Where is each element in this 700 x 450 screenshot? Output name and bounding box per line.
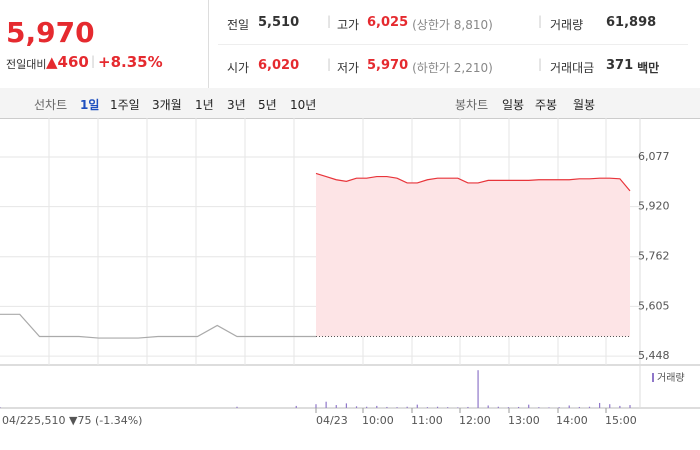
tab[interactable]: 월봉 xyxy=(573,98,596,112)
tab[interactable]: 3개월 xyxy=(152,98,182,112)
volume-bar xyxy=(0,407,1,408)
x-tick-label: 14:00 xyxy=(556,414,588,427)
volume-bar xyxy=(558,407,560,408)
volume-bar xyxy=(366,406,368,408)
x-tick-label: 04/23 xyxy=(316,414,348,427)
change-pct: +8.35% xyxy=(98,53,163,71)
volume-bar xyxy=(325,401,327,408)
volume-bar xyxy=(477,370,479,408)
stat-value: 5,970 xyxy=(367,58,409,73)
volume-bar xyxy=(386,406,388,408)
volume-bar xyxy=(345,403,347,408)
volume-bar xyxy=(406,406,408,408)
stat-unit: 백만 xyxy=(637,61,660,75)
volume-bar xyxy=(507,407,510,408)
stat-value: 5,510 xyxy=(258,15,300,30)
divider: | xyxy=(538,57,543,71)
divider: | xyxy=(538,14,543,28)
y-tick-label: 6,077 xyxy=(638,150,670,163)
x-tick-label: 15:00 xyxy=(605,414,637,427)
tab[interactable]: 1일 xyxy=(80,98,100,112)
y-tick-label: 5,605 xyxy=(638,299,670,312)
divider: | xyxy=(327,57,332,71)
prev-day-note: 5,510 ▼75 (-1.34%) xyxy=(34,414,142,427)
tab[interactable]: 주봉 xyxy=(535,98,558,112)
volume-bar xyxy=(578,406,580,408)
tab[interactable]: 5년 xyxy=(258,98,277,112)
price: 5,970 xyxy=(6,16,95,49)
volume-bar xyxy=(436,406,439,408)
stat-extra: (하한가 2,210) xyxy=(412,61,493,75)
divider xyxy=(208,0,209,88)
stat-label: 저가 xyxy=(337,61,360,75)
tab-label: 선차트 xyxy=(34,98,68,112)
x-tick-label: 04/22 xyxy=(2,414,34,427)
stat-value: 61,898 xyxy=(606,15,657,30)
divider: | xyxy=(327,14,332,28)
volume-bar xyxy=(538,407,540,408)
stat-label: 거래대금 xyxy=(550,61,595,75)
tab-bar xyxy=(0,88,700,119)
volume-bar xyxy=(619,405,621,408)
volume-bar xyxy=(487,405,489,408)
tab[interactable]: 3년 xyxy=(227,98,246,112)
x-tick-label: 11:00 xyxy=(411,414,443,427)
stat-label: 거래량 xyxy=(550,18,584,32)
tab[interactable]: 일봉 xyxy=(502,98,525,112)
volume-bar xyxy=(517,406,520,408)
y-tick-label: 5,762 xyxy=(638,250,670,263)
volume-bar xyxy=(447,407,449,408)
x-tick-label: 12:00 xyxy=(459,414,491,427)
stat-extra: (상한가 8,810) xyxy=(412,18,493,32)
stat-value: 371 xyxy=(606,58,634,73)
volume-bar xyxy=(335,405,337,408)
volume-bar xyxy=(609,404,611,408)
y-tick-label: 5,920 xyxy=(638,200,670,213)
volume-bar xyxy=(315,404,317,408)
tab[interactable]: 1주일 xyxy=(110,98,140,112)
stat-label: 고가 xyxy=(337,18,360,32)
tab[interactable]: 10년 xyxy=(290,98,317,112)
stat-value: 6,020 xyxy=(258,58,300,73)
stat-value: 6,025 xyxy=(367,15,409,30)
volume-bar xyxy=(416,404,418,408)
volume-bar xyxy=(467,406,469,408)
x-tick-label: 10:00 xyxy=(362,414,394,427)
volume-bar xyxy=(528,404,530,408)
volume-bar xyxy=(588,406,591,408)
volume-bar xyxy=(236,406,238,408)
volume-bar xyxy=(376,405,378,408)
price-line xyxy=(0,313,316,339)
change: ▲460 xyxy=(46,53,89,71)
price-line xyxy=(315,172,631,192)
stat-label: 시가 xyxy=(227,61,250,75)
stat-label: 전일 xyxy=(227,18,250,32)
volume-bar xyxy=(295,405,297,408)
volume-bar xyxy=(457,407,459,408)
volume-bar xyxy=(568,405,570,408)
volume-bar xyxy=(426,407,429,408)
legend-label: 거래량 xyxy=(657,372,685,384)
area xyxy=(316,173,630,337)
tab-label: 봉차트 xyxy=(455,98,489,112)
change-label: 전일대비 xyxy=(6,58,47,71)
volume-bar xyxy=(355,406,358,408)
volume-bar xyxy=(497,406,499,408)
volume-bar xyxy=(396,407,398,408)
y-tick-label: 5,448 xyxy=(638,349,670,362)
tab[interactable]: 1년 xyxy=(195,98,214,112)
volume-bar xyxy=(629,405,631,408)
volume-bar xyxy=(548,407,550,408)
sep: | xyxy=(91,54,96,68)
volume-bar xyxy=(599,402,601,408)
legend-swatch xyxy=(652,373,654,382)
divider xyxy=(218,44,688,45)
x-tick-label: 13:00 xyxy=(508,414,540,427)
